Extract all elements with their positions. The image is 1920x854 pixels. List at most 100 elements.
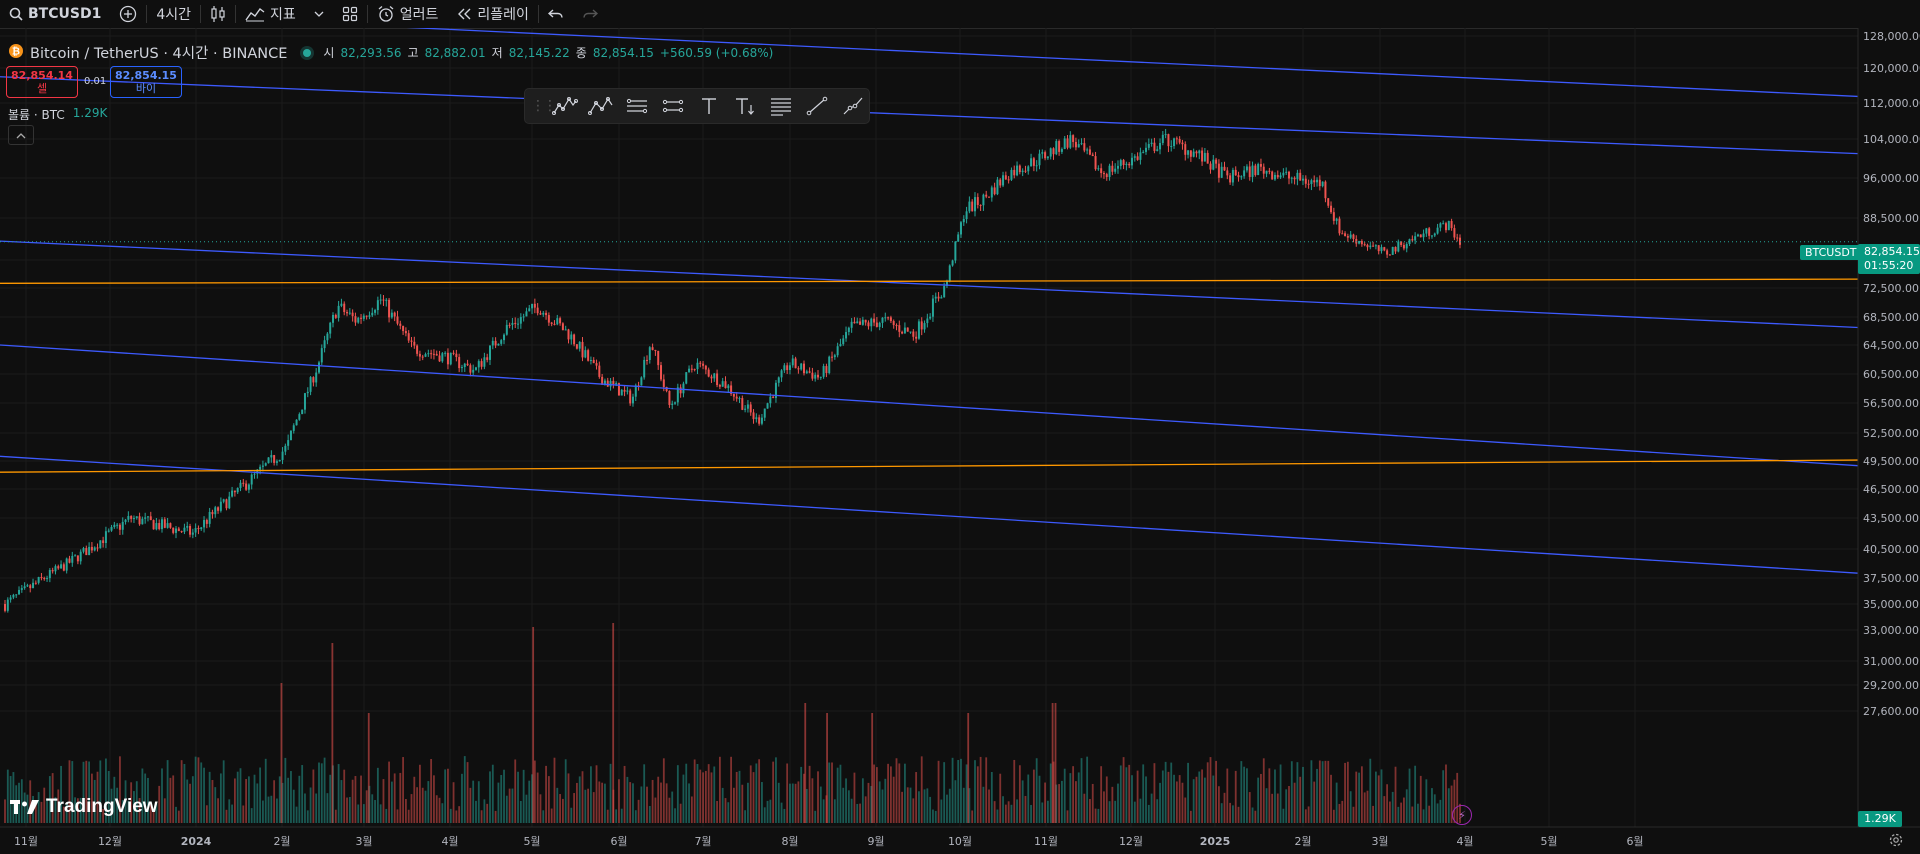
channel-trend-line[interactable] bbox=[0, 344, 1859, 467]
candle-body bbox=[253, 473, 256, 475]
volume-bar bbox=[884, 778, 887, 823]
volume-bar bbox=[497, 782, 500, 823]
candle-body bbox=[996, 179, 999, 195]
trend-line-tool[interactable] bbox=[803, 92, 831, 120]
candle-body bbox=[589, 360, 592, 362]
toolbar-divider bbox=[199, 5, 201, 23]
text-tool[interactable] bbox=[695, 92, 723, 120]
time-axis[interactable]: 11월 12월 2024 2월 3월 4월 5월 6월 7월 8월 9월 10월 11월 12월 2025 2… bbox=[14, 835, 1644, 848]
candle-body bbox=[203, 519, 206, 528]
candle-body bbox=[668, 390, 671, 405]
disjoint-channel-tool[interactable] bbox=[659, 92, 687, 120]
volume-legend[interactable]: 볼륨 · BTC 1.29K bbox=[8, 106, 107, 123]
last-price-value: 82,854.15 bbox=[1864, 245, 1920, 258]
volume-bar bbox=[472, 780, 475, 823]
volume-bar bbox=[407, 809, 410, 823]
candle-body bbox=[1453, 228, 1456, 238]
alert-button[interactable]: 얼러트 bbox=[368, 0, 448, 28]
toolbar-divider bbox=[537, 5, 539, 23]
replay-button[interactable]: 리플레이 bbox=[447, 0, 538, 28]
candle-body bbox=[1018, 165, 1021, 173]
ray-line-tool[interactable] bbox=[839, 92, 867, 120]
candle-body bbox=[1173, 138, 1176, 147]
lightning-icon[interactable]: ⚡ bbox=[1452, 805, 1472, 825]
candle-body bbox=[26, 585, 29, 587]
volume-bar bbox=[1142, 764, 1145, 823]
volume-bar bbox=[1021, 780, 1024, 823]
candle-body bbox=[993, 187, 996, 195]
templates-dropdown[interactable] bbox=[305, 0, 333, 28]
volume-bar bbox=[654, 797, 657, 823]
redo-button[interactable] bbox=[573, 0, 607, 28]
volume-bar bbox=[505, 795, 508, 823]
volume-bar bbox=[609, 763, 612, 823]
toolbar-divider bbox=[146, 5, 148, 23]
volume-bar bbox=[1139, 798, 1142, 823]
volume-bar bbox=[1063, 768, 1066, 823]
candle-body bbox=[657, 350, 660, 366]
price-tick-label: 35,000.00 bbox=[1863, 598, 1919, 611]
volume-bar bbox=[404, 798, 407, 823]
bitcoin-logo-icon: ₿ bbox=[8, 43, 24, 63]
volume-bar bbox=[1431, 788, 1433, 823]
settings-gear-icon[interactable] bbox=[1888, 832, 1904, 848]
support-resistance-line[interactable] bbox=[0, 459, 1859, 473]
volume-bar bbox=[769, 799, 772, 823]
price-tick-label: 31,000.00 bbox=[1863, 655, 1919, 668]
volume-bar bbox=[362, 804, 365, 823]
volume-bar bbox=[1075, 781, 1077, 823]
volume-bar bbox=[416, 787, 419, 823]
undo-button[interactable] bbox=[539, 0, 573, 28]
volume-bar bbox=[1061, 780, 1063, 823]
indicators-button[interactable]: 지표 bbox=[236, 0, 305, 28]
candle-body bbox=[805, 371, 808, 374]
layout-button[interactable] bbox=[333, 0, 367, 28]
volume-bar bbox=[1386, 784, 1389, 823]
candle-body bbox=[85, 548, 88, 556]
candle-body bbox=[755, 417, 758, 420]
chart-type-button[interactable] bbox=[201, 0, 235, 28]
symbol-title[interactable]: Bitcoin / TetherUS · 4시간 · BINANCE bbox=[30, 46, 288, 62]
bar-countdown: 01:55:20 bbox=[1864, 259, 1914, 272]
volume-bar bbox=[1018, 765, 1021, 823]
candle-body bbox=[51, 570, 54, 572]
volume-bar bbox=[290, 771, 292, 823]
support-resistance-line[interactable] bbox=[0, 278, 1859, 284]
volume-bar bbox=[1316, 768, 1318, 823]
candle-body bbox=[693, 369, 696, 371]
candle-body bbox=[508, 324, 511, 326]
drag-handle-icon[interactable]: ⋮⋮ bbox=[531, 98, 557, 114]
candle-body bbox=[1161, 134, 1164, 143]
grid-layout-icon bbox=[342, 6, 358, 22]
volume-bar bbox=[34, 800, 37, 823]
buy-button[interactable]: 82,854.15 바이 bbox=[110, 66, 182, 98]
volume-bar bbox=[1383, 796, 1386, 823]
candle-body bbox=[432, 353, 435, 355]
compare-symbol-button[interactable] bbox=[110, 0, 146, 28]
volume-bar bbox=[965, 764, 968, 823]
channel-trend-line[interactable] bbox=[0, 455, 1859, 574]
volume-bar bbox=[744, 810, 747, 823]
channel-trend-line[interactable] bbox=[0, 240, 1859, 329]
symbol-search-button[interactable]: BTCUSD1 bbox=[0, 0, 110, 28]
sell-button[interactable]: 82,854.14 셀 bbox=[6, 66, 78, 98]
candle-body bbox=[301, 409, 304, 415]
candle-body bbox=[556, 318, 559, 325]
price-chart[interactable]: 128,000.00 120,000.00 112,000.00 104,000.00… bbox=[0, 28, 1920, 854]
elliott-impulse-wave-tool[interactable] bbox=[551, 92, 579, 120]
candle-body bbox=[348, 312, 351, 314]
parallel-channel-tool[interactable] bbox=[623, 92, 651, 120]
collapse-legend-button[interactable] bbox=[8, 125, 34, 145]
candle-body bbox=[1405, 244, 1408, 249]
elliott-correction-wave-tool[interactable] bbox=[587, 92, 615, 120]
anchored-text-tool[interactable] bbox=[731, 92, 759, 120]
channel-trend-line[interactable] bbox=[0, 28, 1859, 98]
tradingview-logo[interactable]: TradingView bbox=[10, 796, 158, 818]
candle-body bbox=[971, 201, 974, 212]
volume-bar bbox=[805, 788, 808, 823]
channel-trend-line[interactable] bbox=[0, 76, 1859, 155]
volume-bar bbox=[1080, 758, 1083, 823]
interval-button[interactable]: 4시간 bbox=[147, 0, 200, 28]
fib-retracement-tool[interactable] bbox=[767, 92, 795, 120]
candle-body bbox=[645, 359, 648, 361]
